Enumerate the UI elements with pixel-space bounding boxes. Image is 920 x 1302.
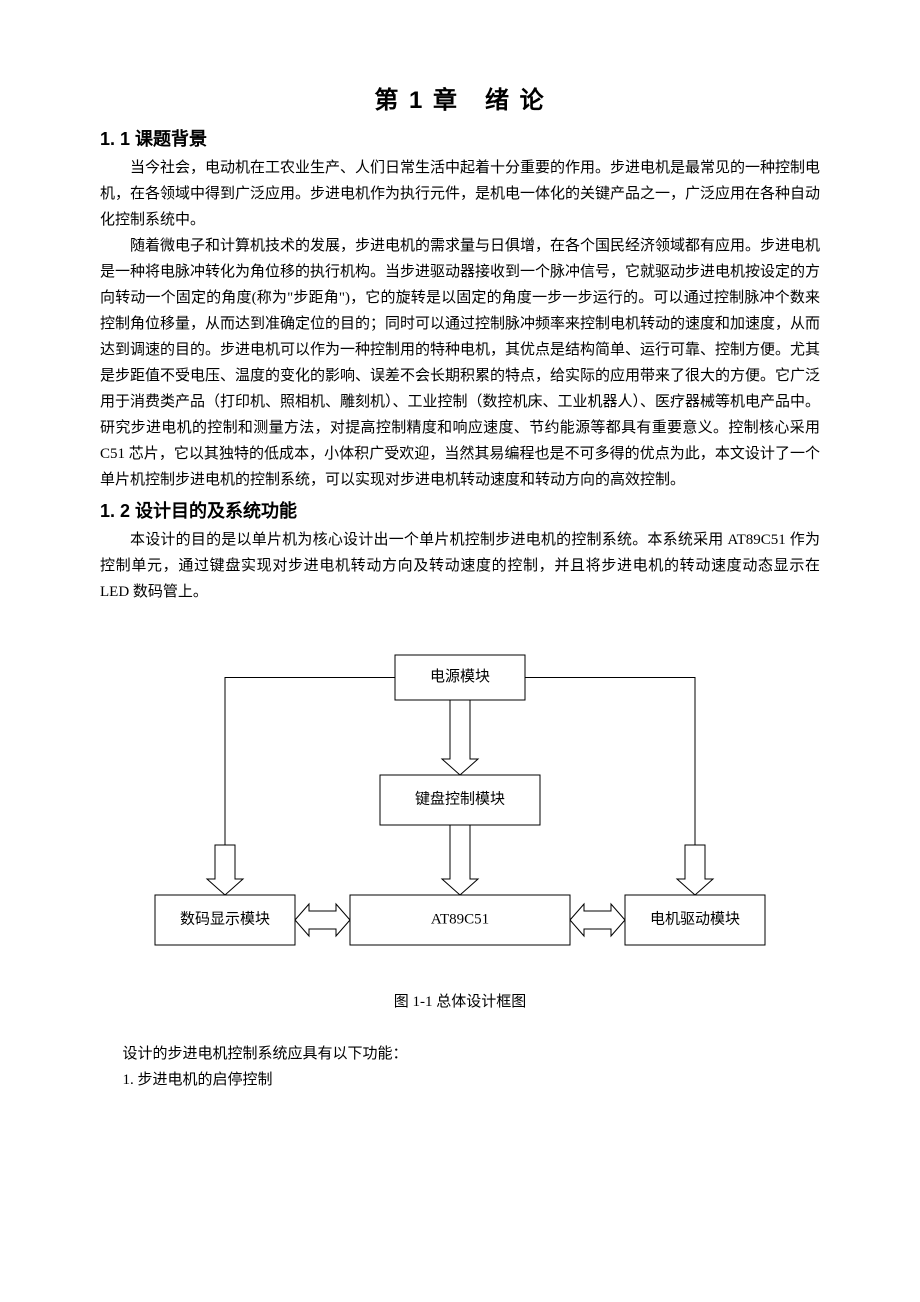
section-1-title: 1. 1 课题背景 [100, 125, 820, 151]
section-2-title: 1. 2 设计目的及系统功能 [100, 497, 820, 523]
feature-item-1: 1. 步进电机的启停控制 [123, 1067, 821, 1093]
arrow-power-keypad [442, 700, 478, 775]
features-intro: 设计的步进电机控制系统应具有以下功能： [123, 1041, 821, 1067]
section-1-para-1: 当今社会，电动机在工农业生产、人们日常生活中起着十分重要的作用。步进电机是最常见… [100, 155, 820, 233]
arrow-power-display [207, 845, 243, 895]
node-driver-label: 电机驱动模块 [650, 910, 740, 927]
figure-caption: 图 1-1 总体设计框图 [100, 990, 820, 1011]
block-diagram-svg: 电源模块键盘控制模块 AT89C51 数码显示模块 电机驱动模块 [135, 645, 785, 965]
document-page: 第 1 章 绪 论 1. 1 课题背景 当今社会，电动机在工农业生产、人们日常生… [0, 0, 920, 1302]
node-power-label: 电源模块 [430, 668, 490, 685]
arrow-keypad-mcu [442, 825, 478, 895]
arrow-power-driver [677, 845, 713, 895]
chapter-title: 第 1 章 绪 论 [100, 80, 820, 115]
system-block-diagram: 电源模块键盘控制模块 AT89C51 数码显示模块 电机驱动模块 [100, 645, 820, 970]
node-mcu-label: AT89C51 [431, 911, 489, 927]
node-keypad-label: 键盘控制模块 [415, 789, 505, 807]
arrow-mcu-display [295, 904, 350, 936]
route-power-right [525, 678, 695, 846]
route-power-left [225, 678, 395, 846]
node-display-label: 数码显示模块 [180, 910, 270, 927]
section-2-para-1: 本设计的目的是以单片机为核心设计出一个单片机控制步进电机的控制系统。本系统采用 … [100, 527, 820, 605]
arrow-mcu-driver [570, 904, 625, 936]
section-1-para-2: 随着微电子和计算机技术的发展，步进电机的需求量与日俱增，在各个国民经济领域都有应… [100, 233, 820, 493]
